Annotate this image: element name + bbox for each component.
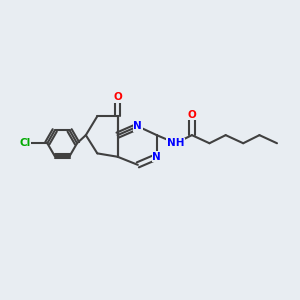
Text: O: O [113, 92, 122, 102]
Text: N: N [152, 152, 161, 162]
Text: NH: NH [167, 138, 184, 148]
Text: O: O [188, 110, 196, 120]
Text: N: N [134, 122, 142, 131]
Text: Cl: Cl [20, 138, 31, 148]
